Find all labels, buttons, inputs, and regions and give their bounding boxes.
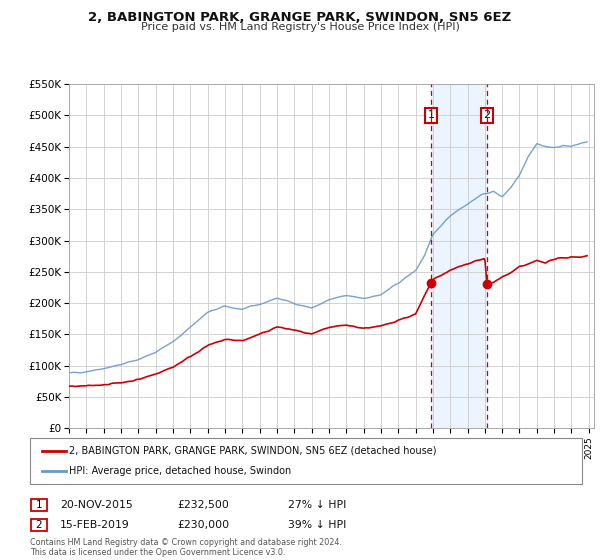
Text: 2, BABINGTON PARK, GRANGE PARK, SWINDON, SN5 6EZ (detached house): 2, BABINGTON PARK, GRANGE PARK, SWINDON,…	[69, 446, 437, 456]
Text: 15-FEB-2019: 15-FEB-2019	[60, 520, 130, 530]
Text: 27% ↓ HPI: 27% ↓ HPI	[288, 500, 346, 510]
Text: £232,500: £232,500	[177, 500, 229, 510]
Text: HPI: Average price, detached house, Swindon: HPI: Average price, detached house, Swin…	[69, 466, 291, 477]
Text: 2: 2	[35, 520, 43, 530]
Text: 1: 1	[35, 500, 43, 510]
Bar	[431, 84, 487, 428]
Text: 2, BABINGTON PARK, GRANGE PARK, SWINDON, SN5 6EZ: 2, BABINGTON PARK, GRANGE PARK, SWINDON,…	[88, 11, 512, 24]
Text: Contains HM Land Registry data © Crown copyright and database right 2024.
This d: Contains HM Land Registry data © Crown c…	[30, 538, 342, 557]
Text: 20-NOV-2015: 20-NOV-2015	[60, 500, 133, 510]
Text: Price paid vs. HM Land Registry's House Price Index (HPI): Price paid vs. HM Land Registry's House …	[140, 22, 460, 32]
Text: 2: 2	[484, 110, 490, 120]
Text: 1: 1	[427, 110, 434, 120]
Text: £230,000: £230,000	[177, 520, 229, 530]
Text: 39% ↓ HPI: 39% ↓ HPI	[288, 520, 346, 530]
